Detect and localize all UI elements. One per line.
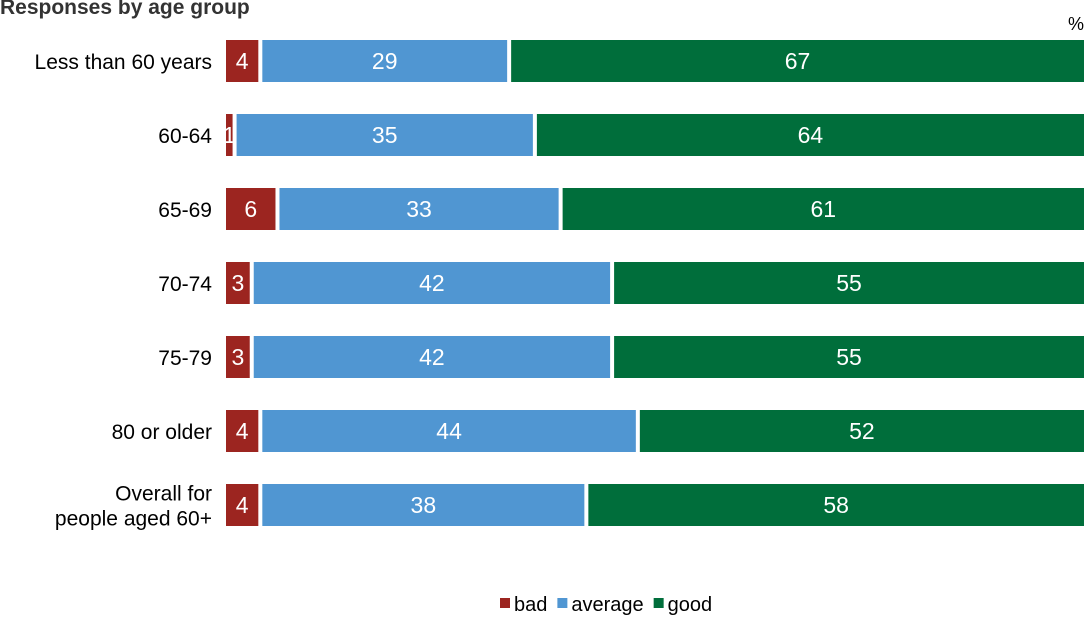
legend-swatch-bad: [500, 598, 510, 608]
data-label-average: 29: [372, 48, 398, 74]
data-label-bad: 3: [231, 344, 244, 370]
data-label-average: 35: [372, 122, 398, 148]
bar-good: [588, 484, 1084, 526]
bar-good: [511, 40, 1084, 82]
legend-label-good: good: [668, 594, 713, 616]
data-label-bad: 4: [236, 492, 249, 518]
bar-average: [262, 40, 508, 82]
category-label: Less than 60 years: [35, 51, 212, 74]
category-label: 75-79: [158, 347, 212, 370]
unit-label: %: [1067, 14, 1084, 34]
legend-swatch-good: [653, 598, 664, 608]
data-label-good: 64: [798, 122, 824, 148]
legend-swatch-average: [557, 598, 568, 608]
data-label-average: 44: [436, 418, 462, 444]
category-label: 70-74: [158, 273, 212, 296]
bar-bad: [226, 336, 250, 378]
bar-good: [536, 114, 1084, 156]
data-label-bad: 1: [223, 122, 236, 148]
bar-good: [639, 410, 1084, 452]
bar-bad: [226, 114, 233, 156]
bar-average: [253, 262, 611, 304]
category-label: Overall for: [115, 483, 212, 506]
chart-title: Responses by age group: [0, 0, 250, 19]
bar-average: [262, 410, 636, 452]
data-label-good: 61: [811, 196, 837, 222]
bar-bad: [226, 484, 259, 526]
data-label-bad: 3: [231, 270, 244, 296]
category-label: 60-64: [158, 125, 212, 148]
data-label-good: 55: [836, 270, 862, 296]
legend-label-bad: bad: [514, 594, 547, 616]
data-label-good: 55: [836, 344, 862, 370]
bar-good: [614, 336, 1084, 378]
bar-bad: [226, 40, 259, 82]
bar-average: [262, 484, 585, 526]
bar-good: [614, 262, 1084, 304]
data-label-average: 42: [419, 344, 445, 370]
bar-bad: [226, 410, 259, 452]
data-label-bad: 6: [244, 196, 257, 222]
data-label-good: 52: [849, 418, 875, 444]
data-label-good: 67: [785, 48, 811, 74]
legend-label-average: average: [571, 594, 643, 616]
data-label-good: 58: [823, 492, 849, 518]
bar-average: [279, 188, 559, 230]
data-label-bad: 4: [236, 418, 249, 444]
category-label: 65-69: [158, 199, 212, 222]
bar-good: [562, 188, 1084, 230]
data-label-bad: 4: [236, 48, 249, 74]
bar-average: [253, 336, 611, 378]
category-label: 80 or older: [112, 421, 212, 444]
data-label-average: 42: [419, 270, 445, 296]
bar-bad: [226, 188, 276, 230]
category-label: people aged 60+: [55, 508, 212, 531]
data-label-average: 33: [406, 196, 432, 222]
bar-bad: [226, 262, 250, 304]
bar-average: [236, 114, 533, 156]
data-label-average: 38: [411, 492, 437, 518]
